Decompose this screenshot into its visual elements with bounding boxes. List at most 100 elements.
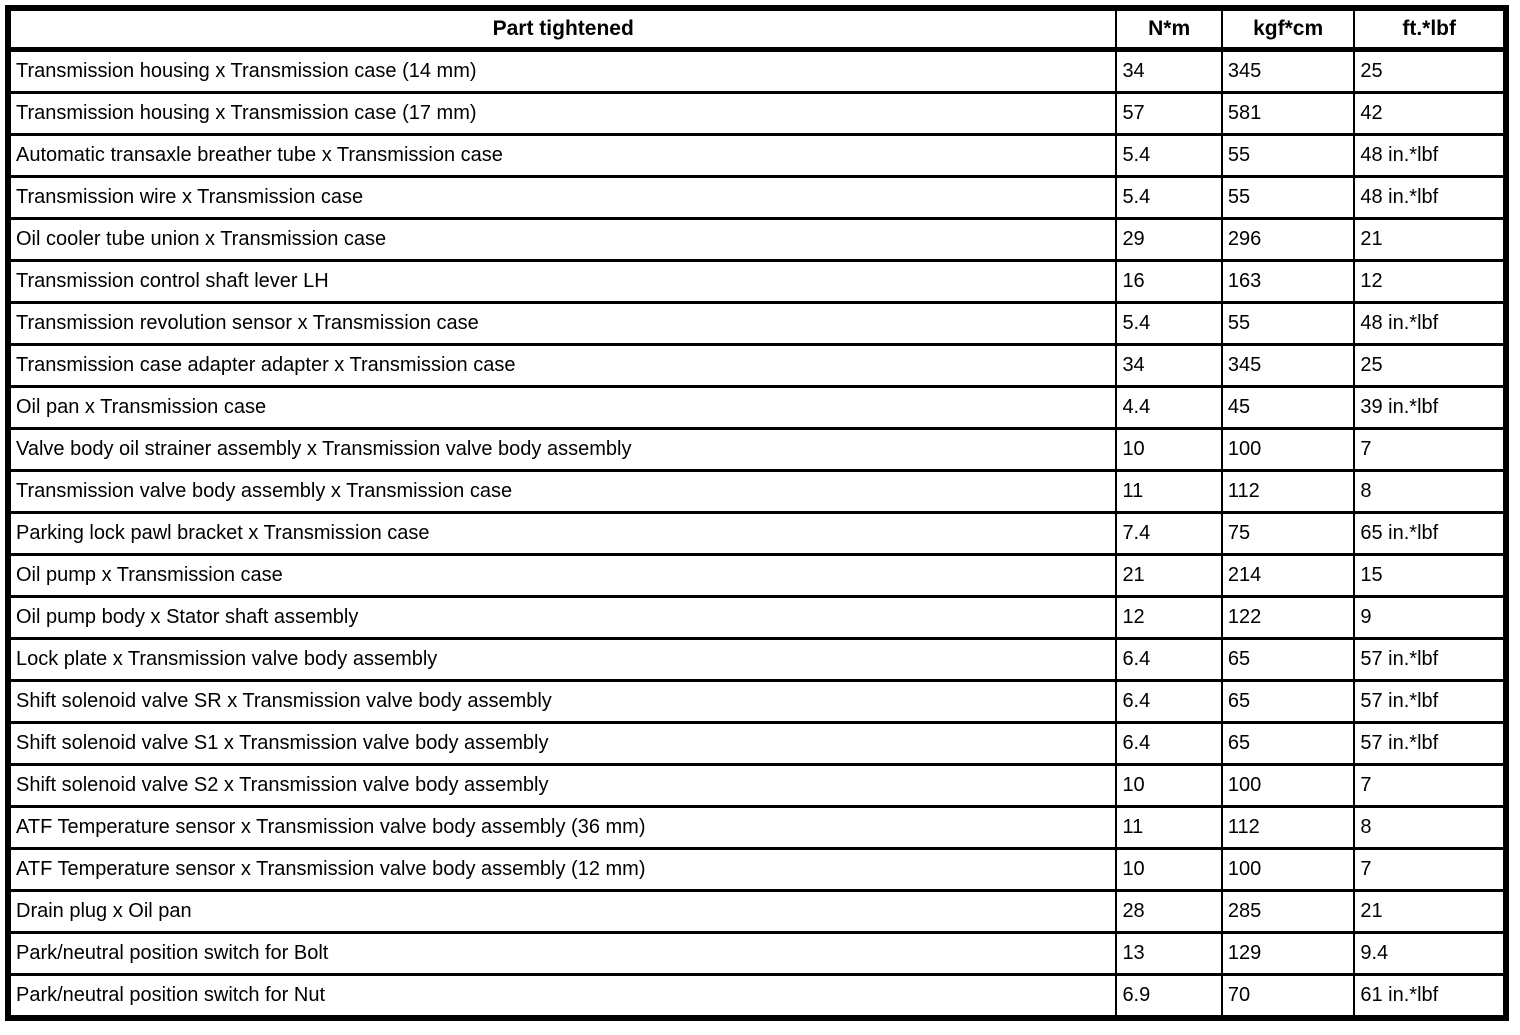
part-name-cell: Shift solenoid valve S1 x Transmission v… — [6, 721, 1118, 766]
torque-value-cell: 55 — [1220, 133, 1356, 178]
torque-value-cell: 65 — [1220, 679, 1356, 724]
torque-value-cell: 29 — [1115, 217, 1223, 262]
part-name-cell: Lock plate x Transmission valve body ass… — [6, 637, 1118, 682]
part-name-cell: Valve body oil strainer assembly x Trans… — [6, 427, 1118, 472]
part-name-cell: Drain plug x Oil pan — [6, 889, 1118, 934]
part-name-cell: Automatic transaxle breather tube x Tran… — [6, 133, 1118, 178]
torque-value-cell: 12 — [1115, 595, 1223, 640]
torque-value-cell: 345 — [1220, 48, 1356, 94]
torque-value-cell: 34 — [1115, 48, 1223, 94]
part-name-cell: Transmission revolution sensor x Transmi… — [6, 301, 1118, 346]
part-name-cell: Transmission valve body assembly x Trans… — [6, 469, 1118, 514]
torque-value-cell: 75 — [1220, 511, 1356, 556]
torque-value-cell: 5.4 — [1115, 301, 1223, 346]
torque-value-cell: 6.4 — [1115, 679, 1223, 724]
torque-value-cell: 21 — [1115, 553, 1223, 598]
torque-value-cell: 57 — [1115, 91, 1223, 136]
torque-value-cell: 28 — [1115, 889, 1223, 934]
table-row: Drain plug x Oil pan 28 285 21 — [6, 889, 1507, 934]
part-name-cell: Oil pan x Transmission case — [6, 385, 1118, 430]
part-name-cell: ATF Temperature sensor x Transmission va… — [6, 847, 1118, 892]
part-name-cell: Shift solenoid valve S2 x Transmission v… — [6, 763, 1118, 808]
torque-value-cell: 129 — [1220, 931, 1356, 976]
torque-spec-table: Part tightened N*m kgf*cm ft.*lbf Transm… — [5, 5, 1509, 1021]
torque-value-cell: 11 — [1115, 469, 1223, 514]
torque-value-cell: 581 — [1220, 91, 1356, 136]
torque-value-cell: 7 — [1353, 427, 1507, 472]
table-row: Transmission wire x Transmission case 5.4… — [6, 175, 1507, 220]
torque-value-cell: 65 — [1220, 637, 1356, 682]
torque-value-cell: 55 — [1220, 301, 1356, 346]
torque-value-cell: 25 — [1353, 48, 1507, 94]
col-header-kgfcm: kgf*cm — [1220, 6, 1356, 52]
table-row: ATF Temperature sensor x Transmission va… — [6, 847, 1507, 892]
part-name-cell: Shift solenoid valve SR x Transmission v… — [6, 679, 1118, 724]
torque-value-cell: 4.4 — [1115, 385, 1223, 430]
torque-value-cell: 10 — [1115, 427, 1223, 472]
table-row: Transmission housing x Transmission case… — [6, 91, 1507, 136]
torque-value-cell: 10 — [1115, 763, 1223, 808]
part-name-cell: Parking lock pawl bracket x Transmission… — [6, 511, 1118, 556]
table-row: Oil pump x Transmission case 21 214 15 — [6, 553, 1507, 598]
torque-value-cell: 55 — [1220, 175, 1356, 220]
torque-value-cell: 5.4 — [1115, 133, 1223, 178]
torque-value-cell: 122 — [1220, 595, 1356, 640]
table-header: Part tightened N*m kgf*cm ft.*lbf — [6, 6, 1507, 52]
torque-value-cell: 21 — [1353, 217, 1507, 262]
part-name-cell: Transmission housing x Transmission case… — [6, 91, 1118, 136]
torque-value-cell: 214 — [1220, 553, 1356, 598]
torque-value-cell: 57 in.*lbf — [1353, 721, 1507, 766]
torque-value-cell: 100 — [1220, 847, 1356, 892]
torque-value-cell: 5.4 — [1115, 175, 1223, 220]
part-name-cell: ATF Temperature sensor x Transmission va… — [6, 805, 1118, 850]
torque-value-cell: 7 — [1353, 847, 1507, 892]
part-name-cell: Oil pump body x Stator shaft assembly — [6, 595, 1118, 640]
torque-value-cell: 57 in.*lbf — [1353, 679, 1507, 724]
torque-value-cell: 112 — [1220, 805, 1356, 850]
table-row: Transmission revolution sensor x Transmi… — [6, 301, 1507, 346]
torque-value-cell: 6.9 — [1115, 973, 1223, 1020]
torque-value-cell: 8 — [1353, 805, 1507, 850]
torque-value-cell: 48 in.*lbf — [1353, 301, 1507, 346]
part-name-cell: Transmission control shaft lever LH — [6, 259, 1118, 304]
table-row: Transmission housing x Transmission case… — [6, 48, 1507, 94]
torque-value-cell: 12 — [1353, 259, 1507, 304]
torque-value-cell: 39 in.*lbf — [1353, 385, 1507, 430]
torque-value-cell: 7 — [1353, 763, 1507, 808]
torque-value-cell: 100 — [1220, 427, 1356, 472]
part-name-cell: Oil cooler tube union x Transmission cas… — [6, 217, 1118, 262]
torque-value-cell: 15 — [1353, 553, 1507, 598]
col-header-ftlbf: ft.*lbf — [1353, 6, 1507, 52]
header-row: Part tightened N*m kgf*cm ft.*lbf — [6, 6, 1507, 52]
torque-value-cell: 21 — [1353, 889, 1507, 934]
torque-value-cell: 61 in.*lbf — [1353, 973, 1507, 1020]
torque-value-cell: 9 — [1353, 595, 1507, 640]
table-row: Oil pan x Transmission case 4.4 45 39 in.*l… — [6, 385, 1507, 430]
table-row: Lock plate x Transmission valve body ass… — [6, 637, 1507, 682]
torque-value-cell: 45 — [1220, 385, 1356, 430]
part-name-cell: Park/neutral position switch for Nut — [6, 973, 1118, 1020]
torque-value-cell: 112 — [1220, 469, 1356, 514]
torque-value-cell: 296 — [1220, 217, 1356, 262]
table-row: Park/neutral position switch for Nut 6.9 7… — [6, 973, 1507, 1020]
table-row: Shift solenoid valve SR x Transmission v… — [6, 679, 1507, 724]
table-row: Oil pump body x Stator shaft assembly 12 1… — [6, 595, 1507, 640]
col-header-nm: N*m — [1115, 6, 1223, 52]
torque-value-cell: 48 in.*lbf — [1353, 133, 1507, 178]
torque-value-cell: 6.4 — [1115, 721, 1223, 766]
part-name-cell: Transmission wire x Transmission case — [6, 175, 1118, 220]
torque-value-cell: 7.4 — [1115, 511, 1223, 556]
torque-value-cell: 11 — [1115, 805, 1223, 850]
table-body: Transmission housing x Transmission case… — [6, 48, 1507, 1020]
torque-value-cell: 9.4 — [1353, 931, 1507, 976]
table-row: Transmission control shaft lever LH 16 163… — [6, 259, 1507, 304]
torque-value-cell: 8 — [1353, 469, 1507, 514]
torque-value-cell: 285 — [1220, 889, 1356, 934]
torque-value-cell: 16 — [1115, 259, 1223, 304]
table-row: ATF Temperature sensor x Transmission va… — [6, 805, 1507, 850]
torque-value-cell: 57 in.*lbf — [1353, 637, 1507, 682]
torque-value-cell: 42 — [1353, 91, 1507, 136]
table-row: Shift solenoid valve S2 x Transmission v… — [6, 763, 1507, 808]
torque-value-cell: 48 in.*lbf — [1353, 175, 1507, 220]
table-row: Shift solenoid valve S1 x Transmission v… — [6, 721, 1507, 766]
